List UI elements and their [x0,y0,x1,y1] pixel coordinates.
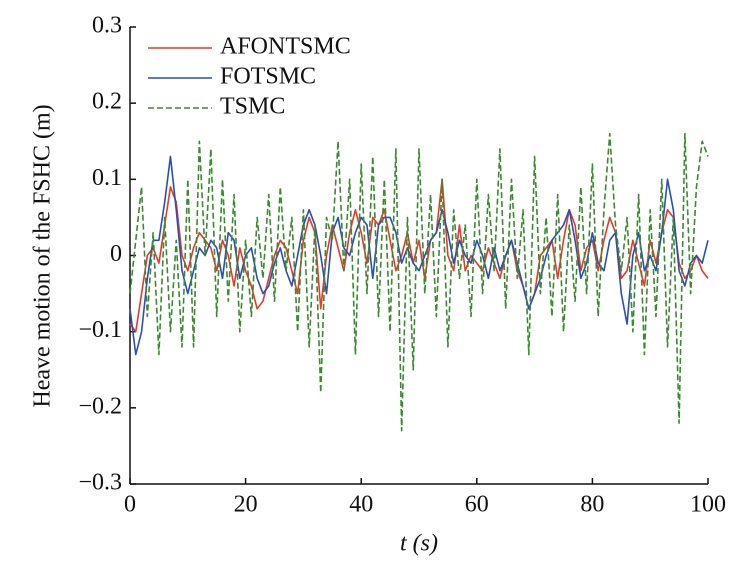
x-tick-label: 20 [234,492,258,518]
y-tick-label: 0 [110,241,122,267]
series-line [129,155,709,356]
x-tick-label: 100 [690,492,726,518]
series-line [129,132,709,432]
y-axis-label: Heave motion of the FSHC (m) [30,104,56,407]
y-tick-label: −0.1 [78,317,122,343]
x-tick-label: 40 [349,492,373,518]
y-tick-label: 0.3 [92,13,122,39]
x-tick-label: 60 [465,492,489,518]
y-tick-label: 0.1 [92,165,122,191]
legend-label: FOTSMC [220,64,316,90]
legend-label: AFONTSMC [220,34,351,60]
x-tick-label: 80 [580,492,604,518]
x-axis-label: t (s) [400,531,438,557]
y-tick-label: 0.2 [92,89,122,115]
y-tick-label: −0.3 [78,470,122,496]
x-tick-label: 0 [124,492,136,518]
y-tick-label: −0.2 [78,393,122,419]
legend-label: TSMC [220,94,285,120]
